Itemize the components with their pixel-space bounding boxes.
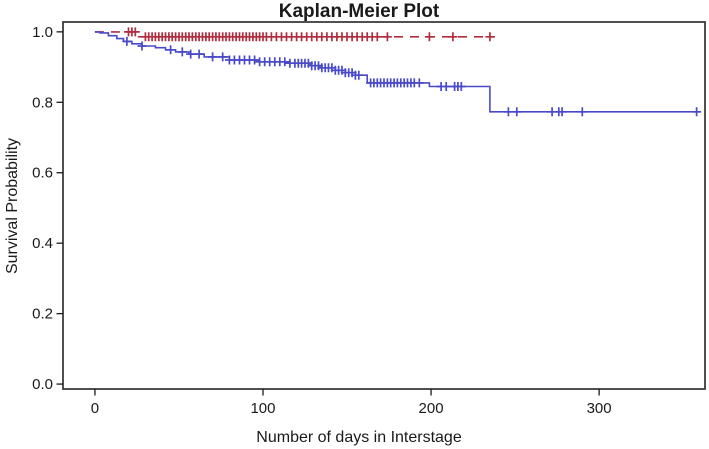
- survival-curve-lower-blue-solid: [94, 31, 700, 113]
- y-tick-label: 1.0: [32, 24, 53, 41]
- y-tick-label: 0.6: [32, 165, 53, 182]
- axes-layer: 0 100 200 300 0.0 0.2 0.4 0.6 0.8 1.0: [32, 21, 706, 417]
- x-tick-label: 0: [91, 400, 99, 417]
- x-tick-label: 200: [419, 400, 444, 417]
- y-tick-label: 0.2: [32, 306, 53, 323]
- plot-frame: [62, 21, 706, 390]
- y-axis-label: Survival Probability: [4, 138, 21, 274]
- censor-marks-upper-red-dashed: [124, 27, 495, 42]
- x-tick-label: 100: [250, 400, 275, 417]
- x-tick-label: 300: [587, 400, 612, 417]
- y-tick-label: 0.8: [32, 94, 53, 111]
- chart-title: Kaplan-Meier Plot: [279, 1, 440, 22]
- plot-area: [94, 27, 702, 117]
- censor-marks-lower-blue-solid: [122, 36, 702, 117]
- y-tick-label: 0.0: [32, 376, 53, 393]
- x-axis-label: Number of days in Interstage: [256, 429, 462, 446]
- y-tick-label: 0.4: [32, 235, 53, 252]
